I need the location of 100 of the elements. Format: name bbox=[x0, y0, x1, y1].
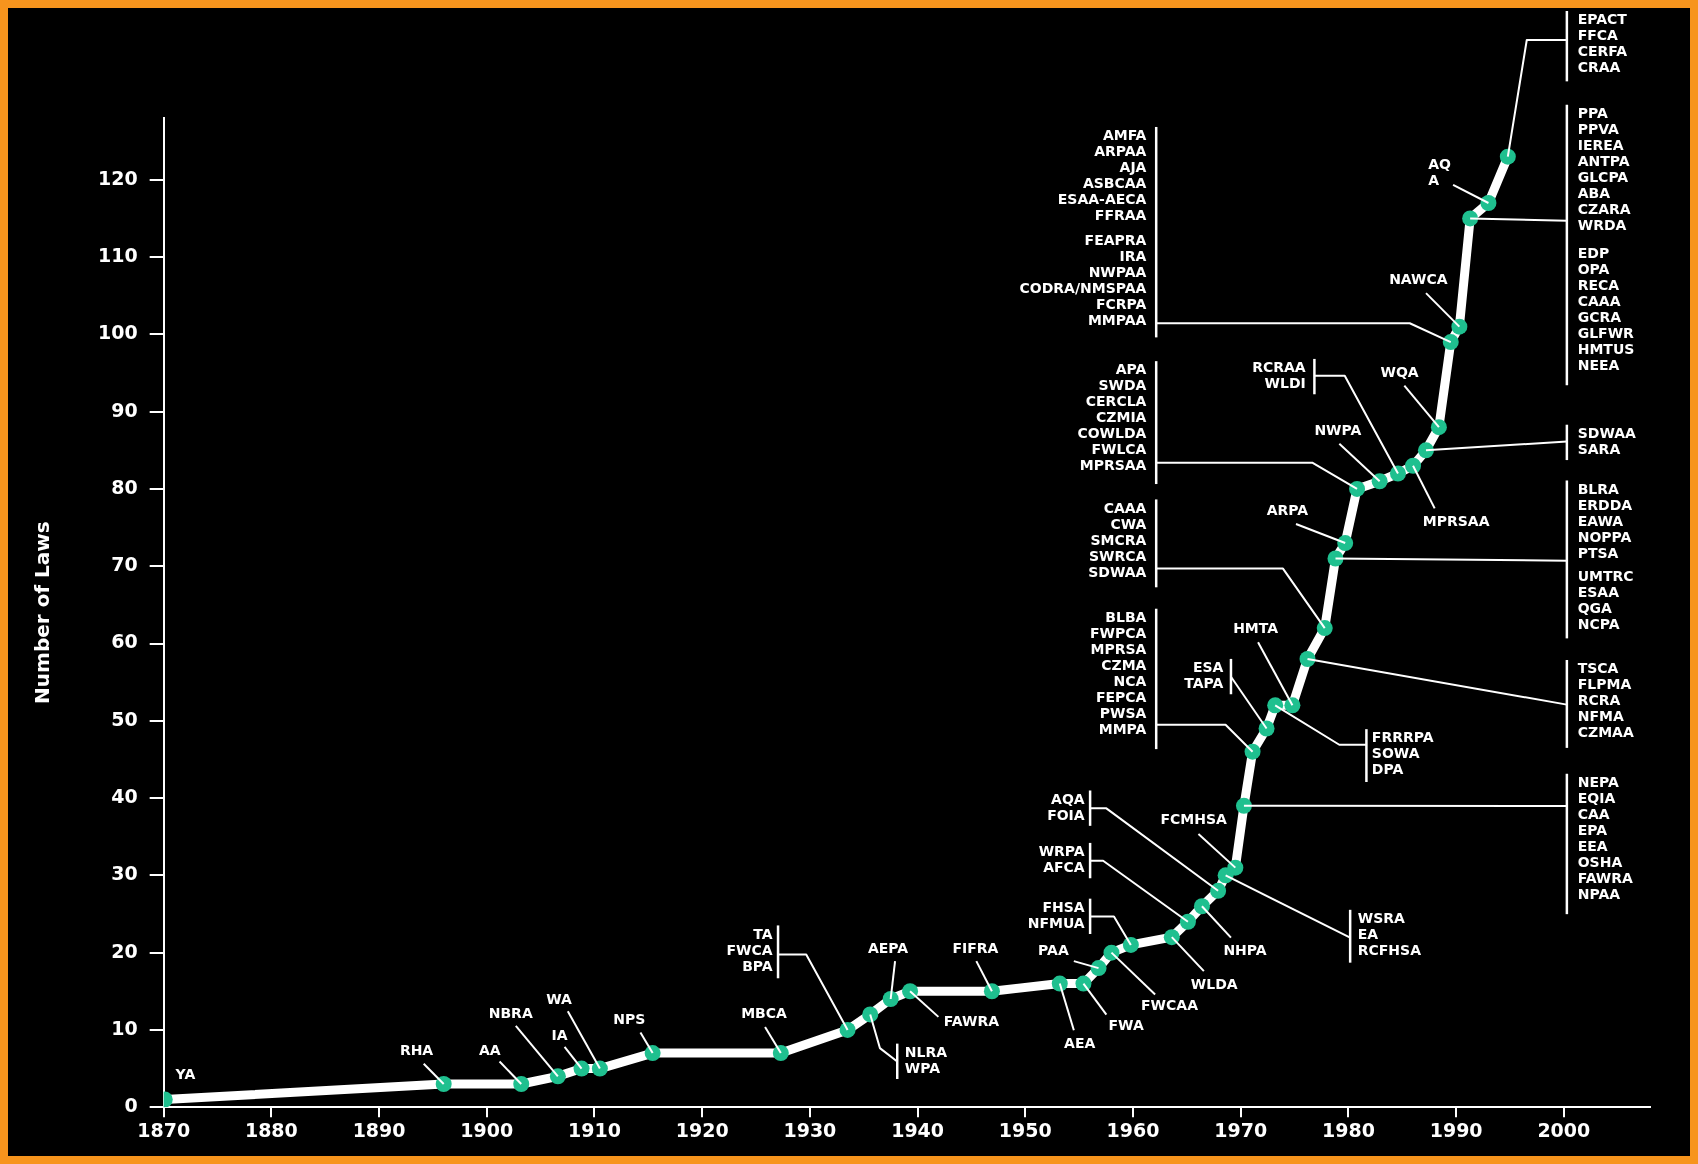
annotation: RHA bbox=[399, 1041, 434, 1058]
point bbox=[1299, 650, 1316, 667]
y-tick-label: 0 bbox=[124, 1094, 138, 1117]
point bbox=[644, 1045, 661, 1062]
point bbox=[1179, 913, 1196, 930]
point bbox=[1417, 442, 1434, 459]
annotation: NPS bbox=[613, 1011, 646, 1028]
annotation: AMFA ARPAA AJA ASBCAA ESAA-AECA FFRAA bbox=[1057, 127, 1147, 224]
annotation: FRRRPA SOWA DPA bbox=[1371, 729, 1434, 778]
annotation: NWPA bbox=[1314, 421, 1362, 438]
annotation: BLRA ERDDA EAWA NOPPA PTSA bbox=[1577, 480, 1633, 561]
x-tick-label: 1930 bbox=[783, 1118, 837, 1141]
annotation: AQ A bbox=[1428, 156, 1451, 189]
annotation: AA bbox=[478, 1041, 501, 1058]
annotation: TSCA FLPMA RCRA NFMA CZMAA bbox=[1577, 660, 1634, 741]
y-tick-label: 40 bbox=[111, 785, 138, 808]
point bbox=[862, 1006, 879, 1023]
annotation: IA bbox=[551, 1027, 568, 1044]
point bbox=[1371, 473, 1388, 490]
point bbox=[513, 1076, 530, 1093]
y-tick-label: 110 bbox=[97, 244, 138, 267]
annotation: PPA PPVA IEREA ANTPA GLCPA ABA CZARA WRDA bbox=[1577, 104, 1631, 233]
annotation: RCRAA WLDI bbox=[1252, 359, 1306, 392]
point bbox=[902, 983, 919, 1000]
x-tick-label: 2000 bbox=[1537, 1118, 1591, 1141]
annotation: WRPA AFCA bbox=[1038, 843, 1085, 876]
annotation: FCMHSA bbox=[1160, 810, 1227, 827]
x-tick-label: 1990 bbox=[1429, 1118, 1483, 1141]
point bbox=[435, 1076, 452, 1093]
annotation: BLBA FWPCA MPRSA CZMA NCA FEPCA PWSA MMPA bbox=[1090, 608, 1147, 737]
annotation: TA FWCA BPA bbox=[726, 925, 773, 974]
point bbox=[772, 1045, 789, 1062]
point bbox=[1405, 457, 1422, 474]
point bbox=[1235, 797, 1252, 814]
annotation: NEPA EQIA CAA EPA EEA OSHA FAWRA NPAA bbox=[1577, 773, 1633, 902]
y-tick-label: 120 bbox=[97, 166, 138, 189]
y-tick-label: 90 bbox=[111, 398, 138, 421]
x-tick-label: 1870 bbox=[137, 1118, 191, 1141]
x-tick-label: 1880 bbox=[244, 1118, 298, 1141]
annotation: WSRA EA RCFHSA bbox=[1357, 909, 1421, 958]
point bbox=[1442, 334, 1459, 351]
annotation: MPRSAA bbox=[1422, 512, 1490, 529]
annotation: SDWAA SARA bbox=[1577, 424, 1636, 457]
point bbox=[1090, 960, 1107, 977]
x-tick-label: 1910 bbox=[568, 1118, 621, 1141]
point bbox=[1258, 720, 1275, 737]
point bbox=[983, 983, 1000, 1000]
x-tick-label: 1900 bbox=[460, 1118, 514, 1141]
point bbox=[882, 991, 899, 1008]
annotation: AEA bbox=[1064, 1034, 1096, 1051]
annotation: NBRA bbox=[488, 1004, 533, 1021]
point bbox=[1267, 697, 1284, 714]
x-tick-label: 1940 bbox=[891, 1118, 945, 1141]
y-tick-label: 100 bbox=[97, 321, 138, 344]
annotation: FHSA NFMUA bbox=[1027, 898, 1085, 931]
annotation: AEPA bbox=[867, 940, 909, 957]
point bbox=[1193, 898, 1210, 915]
annotation: WLDA bbox=[1190, 975, 1238, 992]
annotation: CAAA CWA SMCRA SWRCA SDWAA bbox=[1088, 499, 1147, 580]
annotation: NHPA bbox=[1223, 942, 1267, 959]
y-tick-label: 80 bbox=[111, 475, 138, 498]
point bbox=[1430, 419, 1447, 436]
y-axis-title: Number of Laws bbox=[30, 521, 55, 704]
point bbox=[1163, 929, 1180, 946]
y-tick-label: 30 bbox=[111, 862, 138, 885]
annotation: PAA bbox=[1038, 942, 1069, 959]
annotation: APA SWDA CERCLA CZMIA COWLDA FWLCA MPRSAA bbox=[1077, 361, 1147, 474]
point bbox=[1349, 480, 1366, 497]
y-tick-label: 10 bbox=[111, 1016, 138, 1039]
annotation: FEAPRA IRA NWPAA CODRA/NMSPAA FCRPA MMPAA bbox=[1019, 232, 1147, 329]
annotation: AQA FOIA bbox=[1047, 790, 1085, 823]
annotation: NLRA WPA bbox=[904, 1043, 948, 1076]
point bbox=[549, 1068, 566, 1085]
annotation: WQA bbox=[1380, 363, 1419, 380]
x-tick-label: 1950 bbox=[998, 1118, 1052, 1141]
x-tick-label: 1970 bbox=[1214, 1118, 1268, 1141]
point bbox=[1337, 535, 1354, 552]
annotation: FIFRA bbox=[952, 940, 999, 957]
annotation: HMTA bbox=[1233, 620, 1279, 637]
point bbox=[1389, 465, 1406, 482]
annotation: FAWRA bbox=[943, 1012, 1000, 1029]
annotation: ARPA bbox=[1266, 501, 1309, 518]
x-tick-label: 1890 bbox=[352, 1118, 406, 1141]
annotation: EDP OPA RECA CAAA GCRA GLFWR HMTUS NEEA bbox=[1577, 244, 1635, 373]
point bbox=[1499, 148, 1516, 165]
annotation: MBCA bbox=[741, 1004, 787, 1021]
point bbox=[1227, 859, 1244, 876]
point bbox=[1284, 697, 1301, 714]
y-tick-label: 70 bbox=[111, 553, 138, 576]
point bbox=[839, 1021, 856, 1038]
annotation: ESA TAPA bbox=[1184, 659, 1224, 692]
annotation: UMTRC ESAA QGA NCPA bbox=[1577, 568, 1634, 633]
point bbox=[591, 1060, 608, 1077]
point bbox=[1075, 975, 1092, 992]
annotation: FWA bbox=[1108, 1017, 1144, 1034]
annotation: YA bbox=[175, 1066, 196, 1083]
point bbox=[1316, 620, 1333, 637]
point bbox=[1210, 882, 1227, 899]
annotation: FWCAA bbox=[1141, 996, 1198, 1013]
x-tick-label: 1980 bbox=[1321, 1118, 1375, 1141]
